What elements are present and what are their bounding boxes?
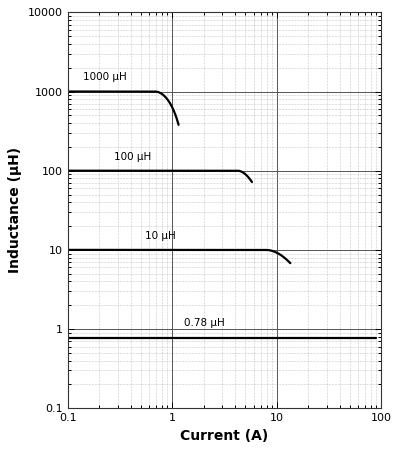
Text: 100 μH: 100 μH	[114, 152, 152, 161]
Text: 0.78 μH: 0.78 μH	[184, 318, 225, 328]
Text: 10 μH: 10 μH	[145, 231, 176, 241]
X-axis label: Current (A): Current (A)	[180, 428, 268, 443]
Y-axis label: Inductance (μH): Inductance (μH)	[8, 147, 22, 273]
Text: 1000 μH: 1000 μH	[83, 73, 127, 83]
